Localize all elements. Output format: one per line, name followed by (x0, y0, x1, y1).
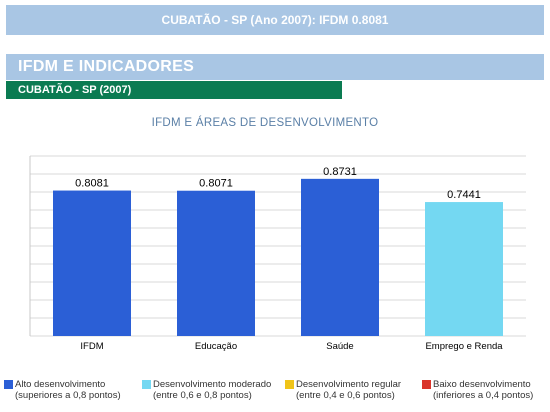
bar-value-label-1: 0.8071 (199, 178, 233, 190)
bar-chart: IFDM E ÁREAS DE DESENVOLVIMENTO 0.8081 IFD… (0, 104, 550, 412)
legend-swatch-baixo (422, 380, 431, 389)
legend-item-baixo: Baixo desenvolvimento (inferiores a 0,4 … (422, 379, 533, 401)
legend-range-regular: (entre 0,4 e 0,6 pontos) (296, 390, 395, 401)
x-tick-label-2: Saúde (326, 341, 353, 352)
legend-swatch-moderado (142, 380, 151, 389)
bar-2 (301, 178, 379, 336)
x-tick-label-3: Emprego e Renda (425, 341, 503, 352)
legend-item-regular: Desenvolvimento regular (entre 0,4 e 0,6… (285, 379, 401, 401)
chart-canvas: IFDM E ÁREAS DE DESENVOLVIMENTO 0.8081 IFD… (29, 116, 526, 352)
chart-legend: Alto desenvolvimento (superiores a 0,8 p… (4, 379, 550, 407)
bar-value-label-0: 0.8081 (75, 178, 109, 190)
bar-1 (177, 190, 255, 336)
chart-title: IFDM E ÁREAS DE DESENVOLVIMENTO (152, 116, 379, 129)
legend-range-moderado: (entre 0,6 e 0,8 pontos) (153, 390, 252, 401)
legend-label-alto: Alto desenvolvimento (15, 379, 106, 390)
legend-label-moderado: Desenvolvimento moderado (153, 379, 272, 390)
legend-item-alto: Alto desenvolvimento (superiores a 0,8 p… (4, 379, 121, 401)
bar-0 (53, 190, 131, 336)
legend-range-alto: (superiores a 0,8 pontos) (15, 390, 121, 401)
subsection-title: CUBATÃO - SP (2007) (18, 84, 132, 96)
legend-label-regular: Desenvolvimento regular (296, 379, 402, 390)
legend-item-moderado: Desenvolvimento moderado (entre 0,6 e 0,… (142, 379, 271, 401)
legend-range-baixo: (inferiores a 0,4 pontos) (433, 390, 534, 401)
legend-swatch-alto (4, 380, 13, 389)
bar-value-label-2: 0.8731 (323, 166, 357, 178)
page-title-bar: CUBATÃO - SP (Ano 2007): IFDM 0.8081 (6, 5, 544, 35)
subsection-header: CUBATÃO - SP (2007) (6, 81, 342, 99)
section-header: IFDM E INDICADORES (6, 54, 544, 80)
bar-3 (425, 202, 503, 336)
x-tick-label-0: IFDM (80, 341, 103, 352)
legend-swatch-regular (285, 380, 294, 389)
page-title: CUBATÃO - SP (Ano 2007): IFDM 0.8081 (161, 13, 389, 27)
section-title: IFDM E INDICADORES (18, 58, 195, 75)
bar-value-label-3: 0.7441 (447, 189, 481, 201)
x-tick-label-1: Educação (195, 341, 237, 352)
legend-label-baixo: Baixo desenvolvimento (433, 379, 531, 390)
